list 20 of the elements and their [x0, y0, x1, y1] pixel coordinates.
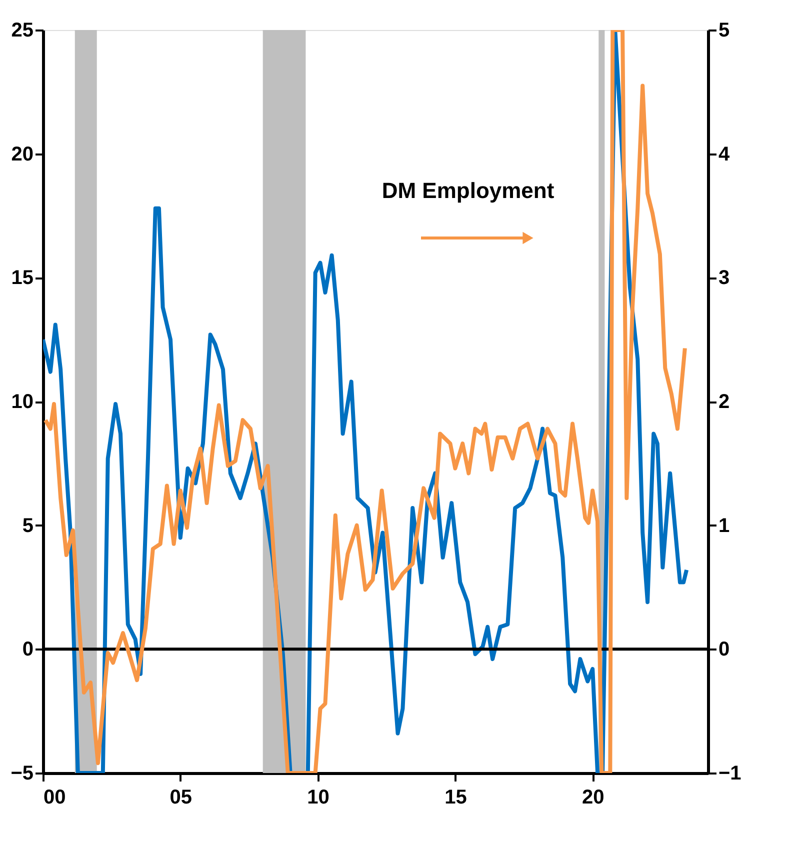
y2-tick-label: −1: [718, 762, 742, 784]
y-tick-label: −5: [10, 762, 34, 784]
y-tick-label: 0: [22, 638, 34, 661]
y2-tick-label: 1: [718, 514, 730, 537]
x-tick-label: 10: [307, 786, 330, 808]
y2-tick-label: 5: [718, 20, 730, 42]
y2-tick-label: 0: [718, 638, 730, 661]
y-tick-label: 10: [11, 391, 34, 413]
y-tick-label: 5: [22, 514, 34, 537]
y-tick-label: 25: [11, 20, 34, 42]
y2-tick-label: 3: [718, 267, 730, 290]
x-tick-label: 00: [44, 786, 66, 808]
y2-tick-label: 4: [718, 143, 730, 166]
y2-tick-label: 2: [718, 391, 730, 413]
y-tick-label: 15: [11, 267, 34, 290]
x-tick-label: 15: [444, 786, 467, 808]
x-tick-label: 20: [582, 786, 604, 808]
y-tick-label: 20: [11, 143, 34, 166]
x-tick-label: 05: [170, 786, 192, 808]
text: DM Employment: [382, 178, 555, 203]
